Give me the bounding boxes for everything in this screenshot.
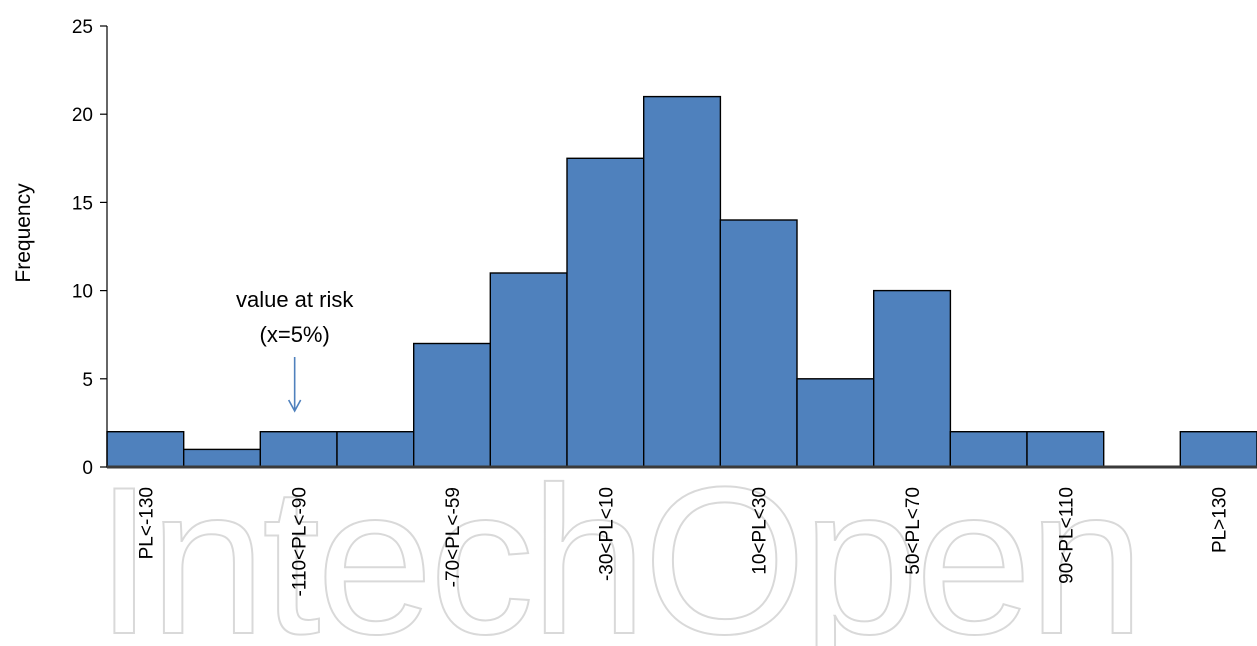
y-tick-label-20: 20	[72, 105, 93, 126]
annotation-line1: value at risk	[236, 287, 354, 312]
y-axis-title: Frequency	[12, 183, 35, 283]
x-category-label-10: 50<PL<70	[903, 487, 924, 575]
y-tick-label-25: 25	[72, 17, 93, 38]
x-category-label-2: -110<PL<-90	[290, 487, 311, 597]
bar-6	[566, 157, 645, 468]
bar-12	[1026, 431, 1105, 468]
annotation-line2: (x=5%)	[260, 322, 330, 347]
y-tick-label-0: 0	[82, 458, 93, 479]
x-category-label-12: 90<PL<110	[1056, 487, 1077, 584]
bar-2	[259, 431, 338, 468]
annotation-arrow-head-icon	[287, 399, 302, 413]
x-labels-group: PL<-130 -110<PL<-90 -70<PL<-59 -30<PL<10 10<…	[136, 487, 1230, 597]
y-tick-label-15: 15	[72, 193, 93, 214]
bar-5	[489, 272, 568, 468]
bar-9	[796, 378, 875, 468]
x-category-label-8: 10<PL<30	[750, 487, 771, 575]
bar-11	[949, 431, 1028, 468]
annotations-group: value at risk (x=5%)	[236, 287, 354, 413]
bars-group	[106, 95, 1257, 468]
bar-0	[106, 431, 185, 468]
x-category-label-0: PL<-130	[136, 487, 157, 559]
bar-7	[643, 95, 722, 468]
bar-3	[336, 431, 415, 468]
bar-8	[719, 219, 798, 468]
bar-14	[1179, 431, 1257, 468]
bar-4	[413, 342, 492, 468]
watermark-text: IntechOpen	[95, 443, 1141, 646]
bar-10	[873, 289, 952, 468]
x-category-label-6: -30<PL<10	[596, 487, 617, 581]
y-tick-label-5: 5	[82, 370, 93, 391]
bar-1	[182, 448, 262, 468]
x-category-label-4: -70<PL<-59	[443, 487, 464, 587]
y-ticks-group: 0 5 10 15 20 25	[72, 17, 107, 479]
y-tick-label-10: 10	[72, 282, 93, 303]
x-category-label-14: PL>130	[1210, 487, 1231, 553]
